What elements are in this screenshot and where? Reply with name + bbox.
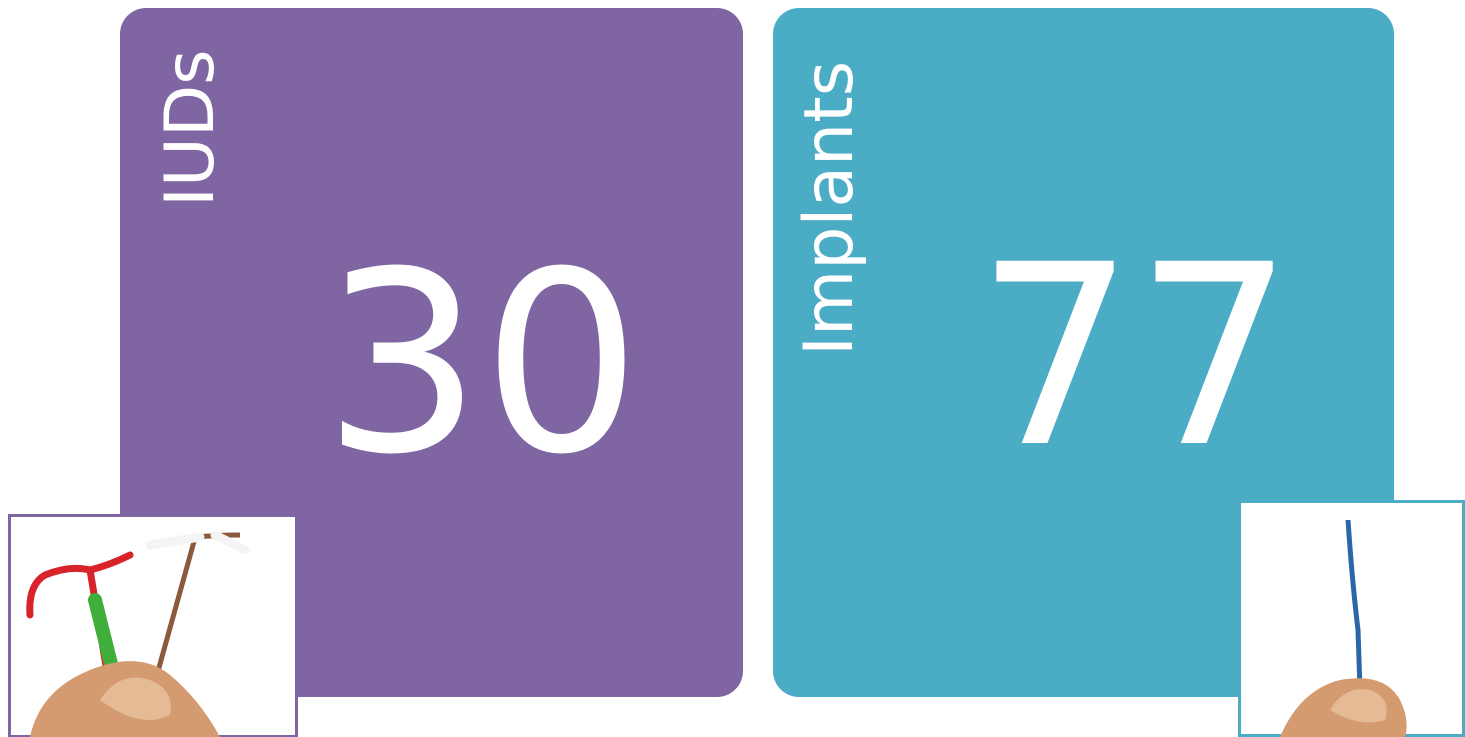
tile-value: 30 (323, 218, 641, 509)
tile-label: IUDs (151, 49, 230, 207)
implant-photo (1238, 500, 1465, 737)
iud-photo (8, 514, 298, 737)
tile-value: 77 (976, 211, 1294, 502)
tile-label: Implants (790, 61, 869, 356)
